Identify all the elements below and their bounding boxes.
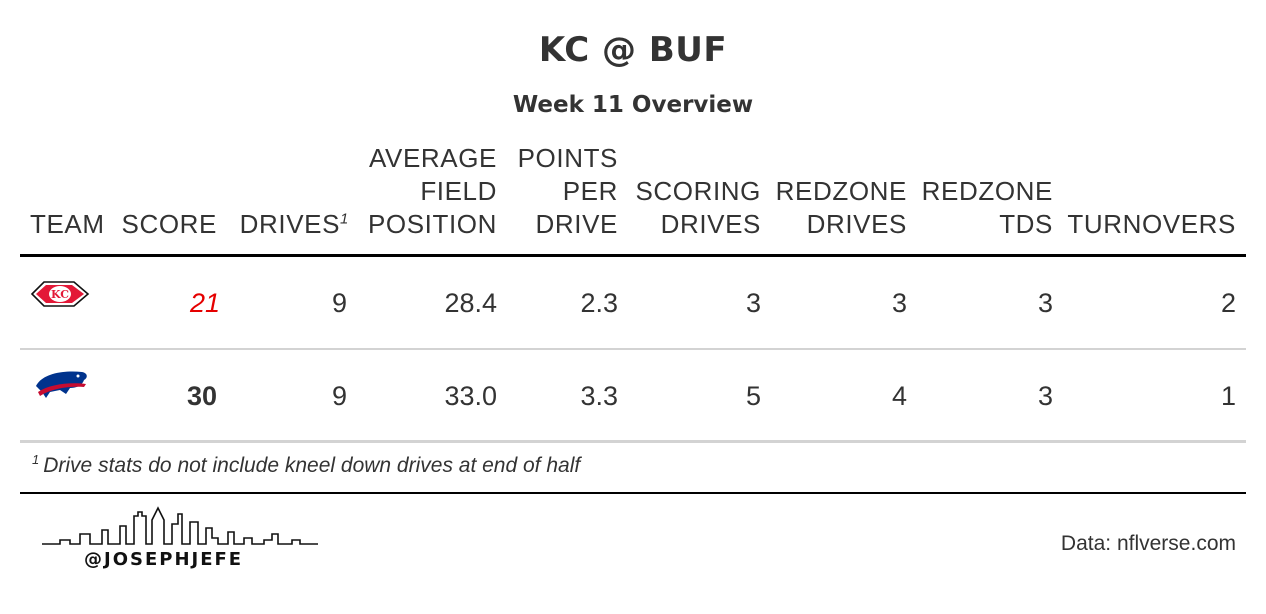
header-turnovers: TURNOVERS — [1067, 209, 1236, 239]
header-avg-field-position: AVERAGE FIELD POSITION — [355, 142, 497, 241]
buf-turnovers: 1 — [1220, 381, 1236, 411]
kc-turnovers: 2 — [1220, 288, 1236, 318]
header-team: TEAM — [30, 209, 105, 239]
header-points-per-drive-line1: POINTS — [517, 143, 618, 173]
header-redzone-drives: REDZONE DRIVES — [770, 175, 907, 241]
header-scoring-drives-line1: SCORING — [635, 176, 761, 206]
chiefs-logo: KC — [30, 276, 90, 316]
header-drives-label: DRIVES — [239, 209, 341, 239]
header-avg-field-position-line2: FIELD — [420, 176, 497, 206]
header-points-per-drive-line2: PER — [562, 176, 618, 206]
footnote: 1 Drive stats do not include kneel down d… — [32, 452, 581, 478]
buf-avg-field-position: 33.0 — [444, 381, 497, 411]
header-scoring-drives: SCORING DRIVES — [626, 175, 761, 241]
kc-points-per-drive: 2.3 — [580, 288, 618, 318]
buf-scoring-drives: 5 — [745, 381, 761, 411]
header-redzone-drives-line1: REDZONE — [775, 176, 907, 206]
buf-score: 30 — [186, 381, 217, 411]
header-points-per-drive: POINTS PER DRIVE — [505, 142, 618, 241]
kc-drives: 9 — [331, 288, 347, 318]
header-redzone-tds: REDZONE TDS — [916, 175, 1053, 241]
header-redzone-tds-line2: TDS — [999, 209, 1053, 239]
kc-score: 21 — [189, 288, 220, 318]
footnote-rule — [20, 492, 1246, 494]
header-points-per-drive-line3: DRIVE — [535, 209, 618, 239]
header-redzone-drives-line2: DRIVES — [806, 209, 907, 239]
skyline-icon — [40, 504, 320, 554]
buf-points-per-drive: 3.3 — [580, 381, 618, 411]
buf-redzone-tds: 3 — [1037, 381, 1053, 411]
svg-text:KC: KC — [51, 288, 69, 301]
buf-drives: 9 — [331, 381, 347, 411]
kc-redzone-tds: 3 — [1037, 288, 1053, 318]
header-avg-field-position-line1: AVERAGE — [369, 143, 497, 173]
kc-avg-field-position: 28.4 — [444, 288, 497, 318]
buf-redzone-drives: 4 — [891, 381, 907, 411]
header-rule — [20, 254, 1246, 257]
footnote-text: Drive stats do not include kneel down dr… — [43, 454, 581, 477]
kc-scoring-drives: 3 — [745, 288, 761, 318]
header-avg-field-position-line3: POSITION — [367, 209, 497, 239]
page-title: KC @ BUF — [538, 30, 728, 70]
header-drives-footnote-mark: 1 — [340, 210, 349, 228]
header-score: SCORE — [121, 209, 217, 239]
row-divider — [20, 348, 1246, 350]
bills-logo — [32, 366, 90, 406]
kc-redzone-drives: 3 — [891, 288, 907, 318]
page-subtitle: Week 11 Overview — [512, 92, 754, 118]
footnote-mark: 1 — [32, 452, 40, 467]
header-drives: DRIVES1 — [225, 208, 349, 241]
header-redzone-tds-line1: REDZONE — [921, 176, 1053, 206]
header-scoring-drives-line2: DRIVES — [660, 209, 761, 239]
data-source: Data: nflverse.com — [1060, 532, 1236, 555]
credit-handle: @JOSEPHJEFE — [84, 549, 244, 570]
table-bottom-rule — [20, 440, 1246, 443]
